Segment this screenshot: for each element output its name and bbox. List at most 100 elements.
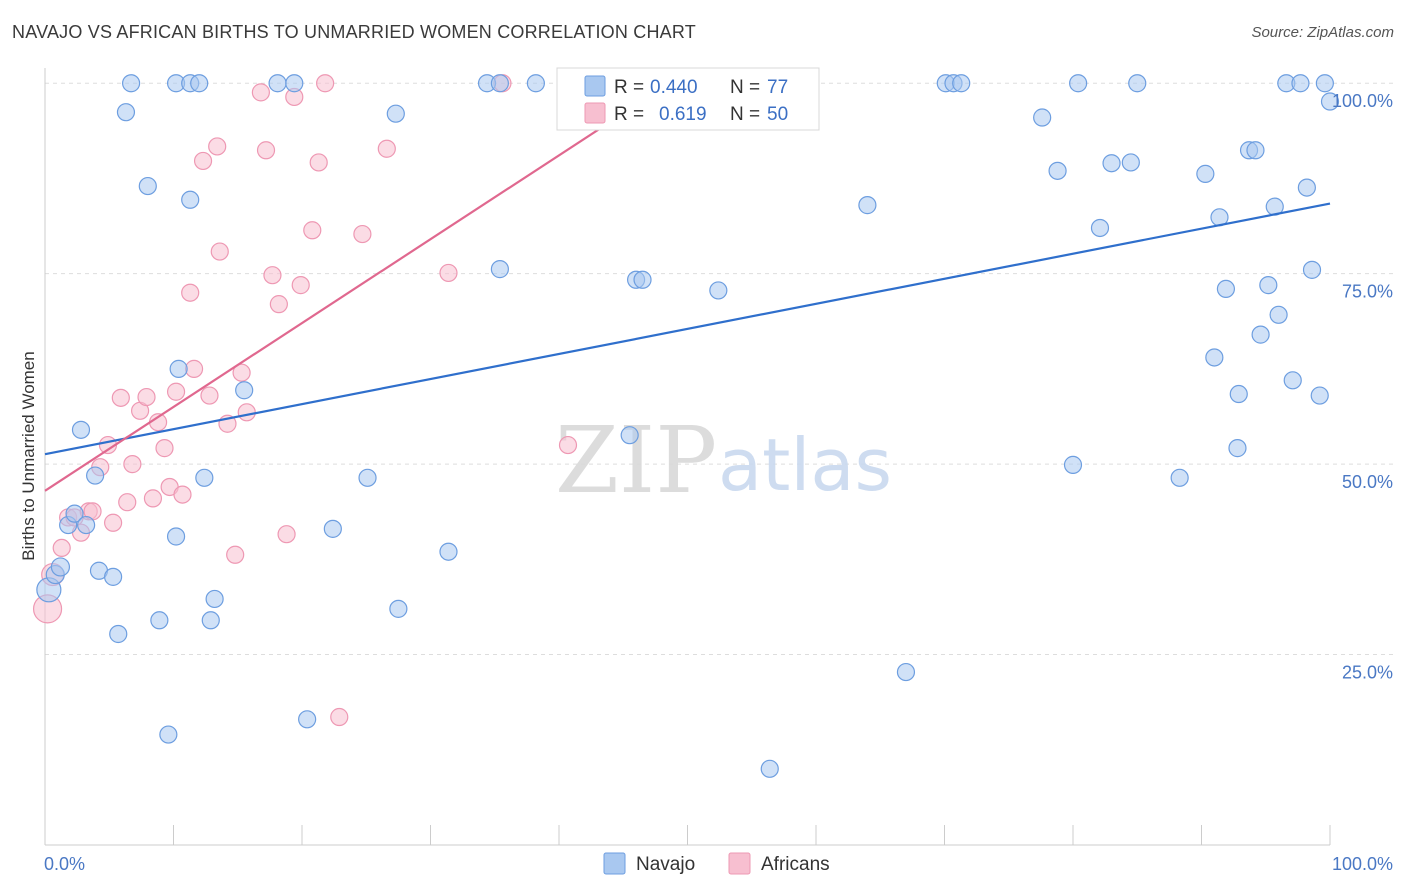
navajo-point-24 [205,589,224,609]
watermark-zip: ZIP [555,407,717,514]
africans-point-32 [251,83,270,102]
navajo-point-75 [1315,74,1334,93]
trend-lines [44,82,1331,492]
source-credit: Source: ZipAtlas.com [1251,24,1394,41]
africans-point-39 [303,221,322,240]
africans-point-30 [232,363,251,382]
y-tick-labels: 25.0% 50.0% 75.0% 100.0% [1332,91,1393,682]
navajo-point-72 [1297,178,1316,197]
navajo-point-50 [1063,455,1083,474]
navajo-point-29 [323,519,342,538]
legend-r-value-africans: 0.619 [659,104,707,125]
navajo-point-51 [1069,74,1088,93]
x-tick-label-max: 100.0% [1332,854,1393,874]
navajo-point-30 [358,468,377,487]
africans-point-45 [439,263,458,283]
watermark-atlas: atlas [718,423,892,507]
navajo-point-49 [1048,161,1067,180]
navajo-trend-line [44,202,1331,456]
africans-point-2 [52,538,71,558]
x-tick-label-min: 0.0% [44,854,85,874]
navajo-point-48 [1033,108,1052,127]
correlation-legend: R = 0.440 N = 77 R = 0.619 N = 50 [556,67,820,131]
series-legend: Navajo Africans [603,852,830,875]
navajo-point-14 [150,611,169,630]
navajo-point-36 [490,260,509,279]
navajo-point-76 [1320,92,1340,111]
series-legend-label-navajo: Navajo [636,854,695,875]
africans-point-11 [111,388,130,407]
navajo-point-57 [1196,164,1215,183]
africans-point-12 [118,493,137,512]
axes [44,68,1331,846]
navajo-point-62 [1228,439,1247,458]
africans-point-27 [210,242,229,261]
series-legend-swatch-navajo [603,852,626,875]
navajo-point-21 [190,74,209,93]
legend-n-label-navajo: N = [730,77,760,98]
navajo-point-31 [386,104,405,123]
navajo-point-68 [1269,305,1288,324]
navajo-point-38 [620,426,639,445]
navajo-point-6 [71,420,91,439]
navajo-point-11 [116,103,136,122]
legend-r-label-africans: R = [614,104,644,125]
africans-point-47 [558,435,578,455]
africans-point-10 [104,513,123,532]
africans-point-43 [353,224,372,244]
navajo-point-52 [1090,218,1110,238]
africans-point-24 [193,151,213,171]
navajo-point-42 [760,759,779,778]
navajo-point-23 [201,611,220,630]
africans-point-31 [237,403,256,422]
africans-point-33 [256,141,276,160]
y-tick-label-1: 50.0% [1342,472,1393,492]
navajo-point-74 [1310,386,1329,405]
watermark: ZIP atlas [555,407,892,514]
africans-point-42 [330,707,349,727]
navajo-point-40 [633,270,652,289]
africans-point-25 [200,386,219,405]
navajo-point-26 [268,74,287,93]
navajo-point-28 [298,710,317,729]
navajo-point-53 [1102,154,1121,173]
navajo-point-55 [1128,74,1147,93]
series-legend-swatch-africans [728,852,751,875]
navajo-point-66 [1259,276,1278,295]
navajo-point-5 [77,515,96,535]
navajo-point-15 [159,725,178,744]
africans-point-23 [184,359,204,378]
navajo-point-27 [285,74,304,93]
navajo-point-22 [195,468,214,487]
navajo-point-70 [1283,371,1302,390]
legend-swatch-navajo [584,75,606,97]
africans-point-18 [155,439,174,458]
africans-point-38 [291,276,310,295]
navajo-point-61 [1229,384,1248,404]
navajo-point-47 [952,74,971,93]
navajo-point-65 [1251,325,1270,344]
chart-title: NAVAJO VS AFRICAN BIRTHS TO UNMARRIED WO… [12,22,696,42]
navajo-point-13 [138,176,157,196]
navajo-point-16 [169,359,188,378]
navajo-point-71 [1291,74,1310,93]
legend-n-value-navajo: 77 [767,77,788,98]
y-tick-label-3: 100.0% [1332,91,1393,111]
africans-point-13 [123,455,142,474]
africans-point-16 [143,489,163,508]
navajo-point-32 [389,599,408,618]
navajo-point-10 [109,624,128,644]
legend-r-value-navajo: 0.440 [650,77,698,98]
navajo-point-18 [166,527,186,546]
navajo-points [36,74,1340,778]
navajo-point-64 [1246,141,1265,160]
africans-point-41 [316,74,335,93]
y-axis-title: Births to Unmarried Women [19,351,38,560]
africans-point-36 [277,525,296,544]
y-tick-label-0: 25.0% [1342,663,1393,683]
navajo-point-7 [86,466,105,485]
africans-point-34 [263,266,282,285]
navajo-point-56 [1170,468,1189,487]
africans-point-44 [377,139,396,158]
africans-point-15 [137,387,156,407]
